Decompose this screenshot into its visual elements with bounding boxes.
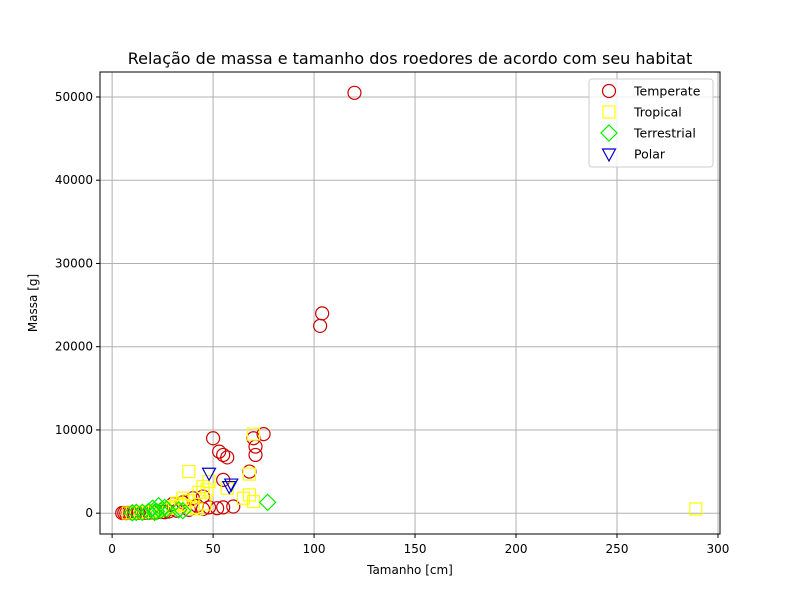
- data-point-polar: [201, 467, 217, 482]
- legend-label-terrestrial: Terrestrial: [633, 126, 696, 141]
- data-point-tropical: [242, 467, 257, 481]
- data-point-temperate: [216, 500, 231, 515]
- legend-marker-polar: [601, 148, 617, 163]
- data-point-tropical: [242, 488, 257, 502]
- x-tick-label: 300: [707, 542, 730, 556]
- data-point-temperate: [216, 472, 231, 487]
- x-axis-label: Tamanho [cm]: [366, 563, 453, 577]
- data-point-terrestrial: [139, 502, 158, 521]
- y-tick-label: 50000: [55, 90, 93, 104]
- legend-marker-temperate: [601, 83, 617, 99]
- data-point-temperate: [313, 318, 328, 333]
- legend-label-temperate: Temperate: [633, 84, 701, 99]
- data-point-temperate: [347, 85, 362, 100]
- data-point-terrestrial: [258, 493, 277, 512]
- data-point-tropical: [246, 494, 261, 509]
- legend-label-tropical: Tropical: [633, 105, 682, 120]
- x-tick-label: 150: [404, 542, 427, 556]
- legend-box: [588, 78, 714, 168]
- data-point-tropical: [246, 427, 261, 441]
- legend-label-polar: Polar: [634, 147, 666, 162]
- data-point-temperate: [226, 499, 241, 514]
- data-point-terrestrial: [147, 502, 166, 521]
- data-point-terrestrial: [151, 501, 170, 520]
- axis-ticks: 0 50 100 150 200 250 300 0 10000 20000 30000 40000 5…: [55, 90, 730, 556]
- data-point-tropical: [200, 483, 214, 497]
- y-axis-label: Massa [g]: [26, 274, 40, 332]
- x-tick-label: 100: [303, 542, 326, 556]
- data-point-temperate: [256, 427, 271, 442]
- data-point-tropical: [198, 497, 212, 511]
- x-tick-label: 0: [108, 542, 116, 556]
- data-point-terrestrial: [157, 500, 176, 518]
- y-tick-label: 40000: [55, 173, 93, 187]
- y-tick-label: 30000: [55, 256, 93, 270]
- y-tick-label: 10000: [55, 423, 93, 437]
- legend-marker-terrestrial: [600, 124, 618, 142]
- x-tick-label: 50: [205, 542, 220, 556]
- data-point-temperate: [216, 447, 231, 463]
- data-point-tropical: [689, 502, 703, 516]
- chart-title: Relação de massa e tamanho dos roedores …: [128, 49, 693, 68]
- x-tick-label: 200: [505, 542, 528, 556]
- plot-frame: [99, 71, 721, 535]
- data-point-terrestrial: [173, 501, 192, 520]
- data-point-temperate: [205, 431, 221, 446]
- data-point-terrestrial: [123, 503, 142, 522]
- data-point-temperate: [248, 447, 263, 463]
- series-polar: [201, 467, 239, 495]
- legend: Temperate Tropical Terrestrial Polar: [588, 78, 714, 168]
- data-point-tropical: [182, 464, 196, 479]
- data-point-polar: [221, 480, 237, 495]
- y-tick-label: 0: [85, 506, 93, 520]
- data-point-temperate: [220, 450, 235, 465]
- series-terrestrial: [123, 493, 277, 522]
- y-tick-label: 20000: [55, 340, 93, 354]
- legend-marker-tropical: [602, 105, 616, 119]
- data-points: [115, 85, 703, 522]
- data-point-tropical: [174, 498, 188, 512]
- x-tick-label: 250: [606, 542, 629, 556]
